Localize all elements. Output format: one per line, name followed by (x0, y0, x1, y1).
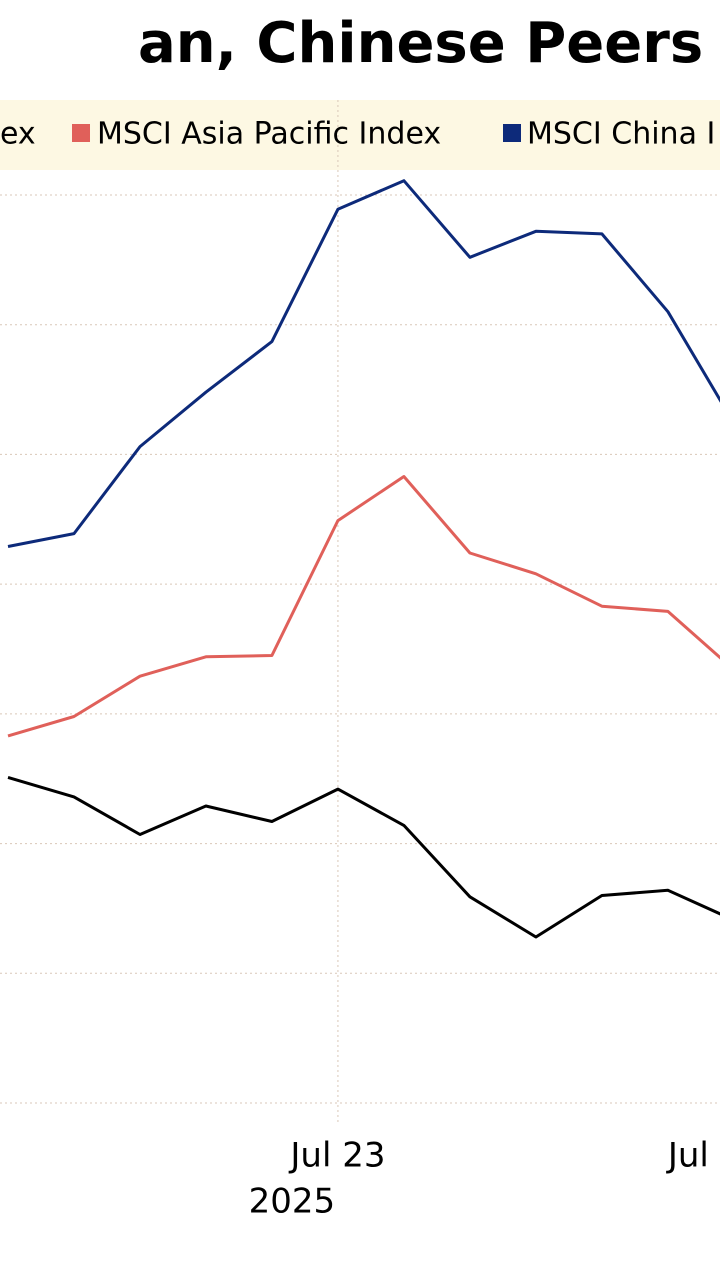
legend-band (0, 100, 720, 170)
series-line (7, 475, 720, 738)
x-tick-label: Jul 23 (288, 1136, 385, 1176)
legend-swatch (503, 124, 521, 142)
legend-label: ex (0, 117, 36, 152)
legend-label: MSCI China I (527, 117, 715, 152)
series-line (7, 775, 720, 939)
x-year-label: 2025 (249, 1182, 336, 1222)
chart-title: an, Chinese Peers T (138, 11, 720, 76)
x-tick-label: Jul (666, 1136, 709, 1176)
series-line (7, 179, 720, 548)
legend-swatch (72, 124, 90, 142)
legend-label: MSCI Asia Pacific Index (97, 117, 441, 152)
